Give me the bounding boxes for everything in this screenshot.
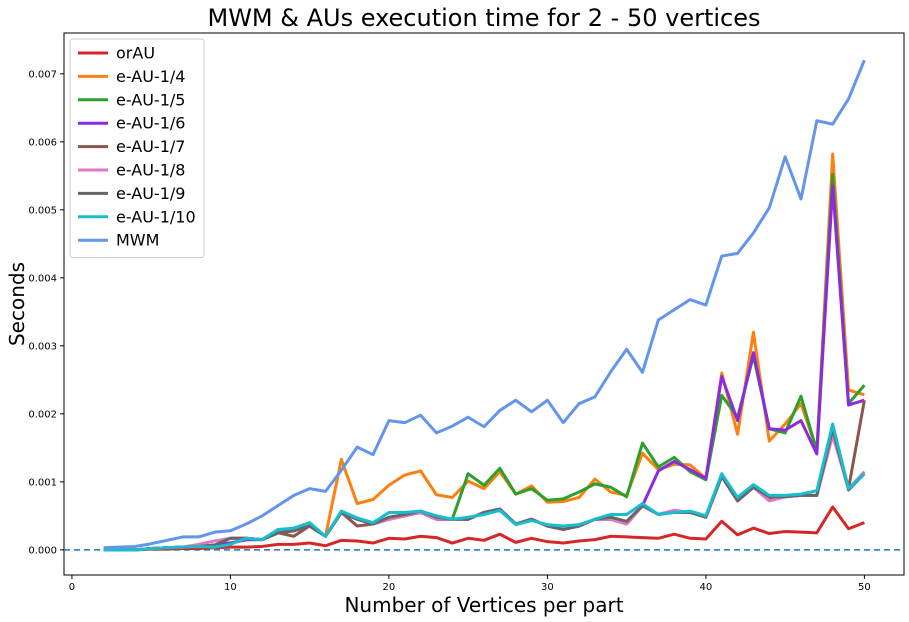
- legend: orAU e-AU-1/4 e-AU-1/5 e-AU-1/6 e-AU-1/7 e-AU…: [69, 38, 205, 259]
- x-tick-label: 20: [383, 582, 396, 593]
- y-axis-label: Seconds: [5, 262, 29, 346]
- x-tick-label: 50: [858, 582, 871, 593]
- series-lines-group: [103, 59, 866, 552]
- x-tick-label: 10: [224, 582, 237, 593]
- y-tick-label: 0.006: [28, 137, 57, 148]
- legend-label: e-AU-1/8: [116, 161, 185, 180]
- legend-label: e-AU-1/4: [116, 67, 185, 86]
- legend-box: [69, 38, 205, 259]
- legend-label: e-AU-1/10: [116, 207, 196, 226]
- series-line-mwm: [103, 59, 866, 550]
- series-line-orau: [103, 505, 865, 552]
- series-line-e-au-1-10: [103, 422, 866, 552]
- y-tick-label: 0.003: [28, 341, 57, 352]
- y-tick-label: 0.004: [28, 273, 57, 284]
- legend-label: e-AU-1/6: [116, 114, 185, 133]
- series-line-e-au-1-6: [103, 184, 865, 552]
- y-tick-label: 0.005: [28, 205, 57, 216]
- x-tick-label: 30: [541, 582, 554, 593]
- y-tick-label: 0.000: [28, 545, 57, 556]
- series-line-e-au-1-9: [103, 427, 866, 552]
- x-tick-label: 40: [700, 582, 713, 593]
- y-tick-label: 0.007: [28, 69, 57, 80]
- x-axis-ticks: 0 10 20 30 40 50: [69, 575, 871, 593]
- chart-title: MWM & AUs execution time for 2 - 50 vert…: [207, 4, 760, 32]
- y-tick-label: 0.001: [28, 477, 57, 488]
- legend-label: e-AU-1/5: [116, 90, 185, 109]
- y-tick-label: 0.002: [28, 409, 57, 420]
- series-line-e-au-1-7: [103, 399, 866, 552]
- legend-label: e-AU-1/9: [116, 184, 185, 203]
- legend-label: orAU: [116, 44, 155, 63]
- x-tick-label: 0: [69, 582, 75, 593]
- y-axis-ticks: 0.000 0.001 0.002 0.003 0.004 0.005 0.006 0.007: [28, 69, 64, 556]
- x-axis-label: Number of Vertices per part: [344, 593, 623, 617]
- legend-label: MWM: [116, 231, 159, 250]
- plot-frame: [63, 32, 905, 576]
- legend-label: e-AU-1/7: [116, 137, 185, 156]
